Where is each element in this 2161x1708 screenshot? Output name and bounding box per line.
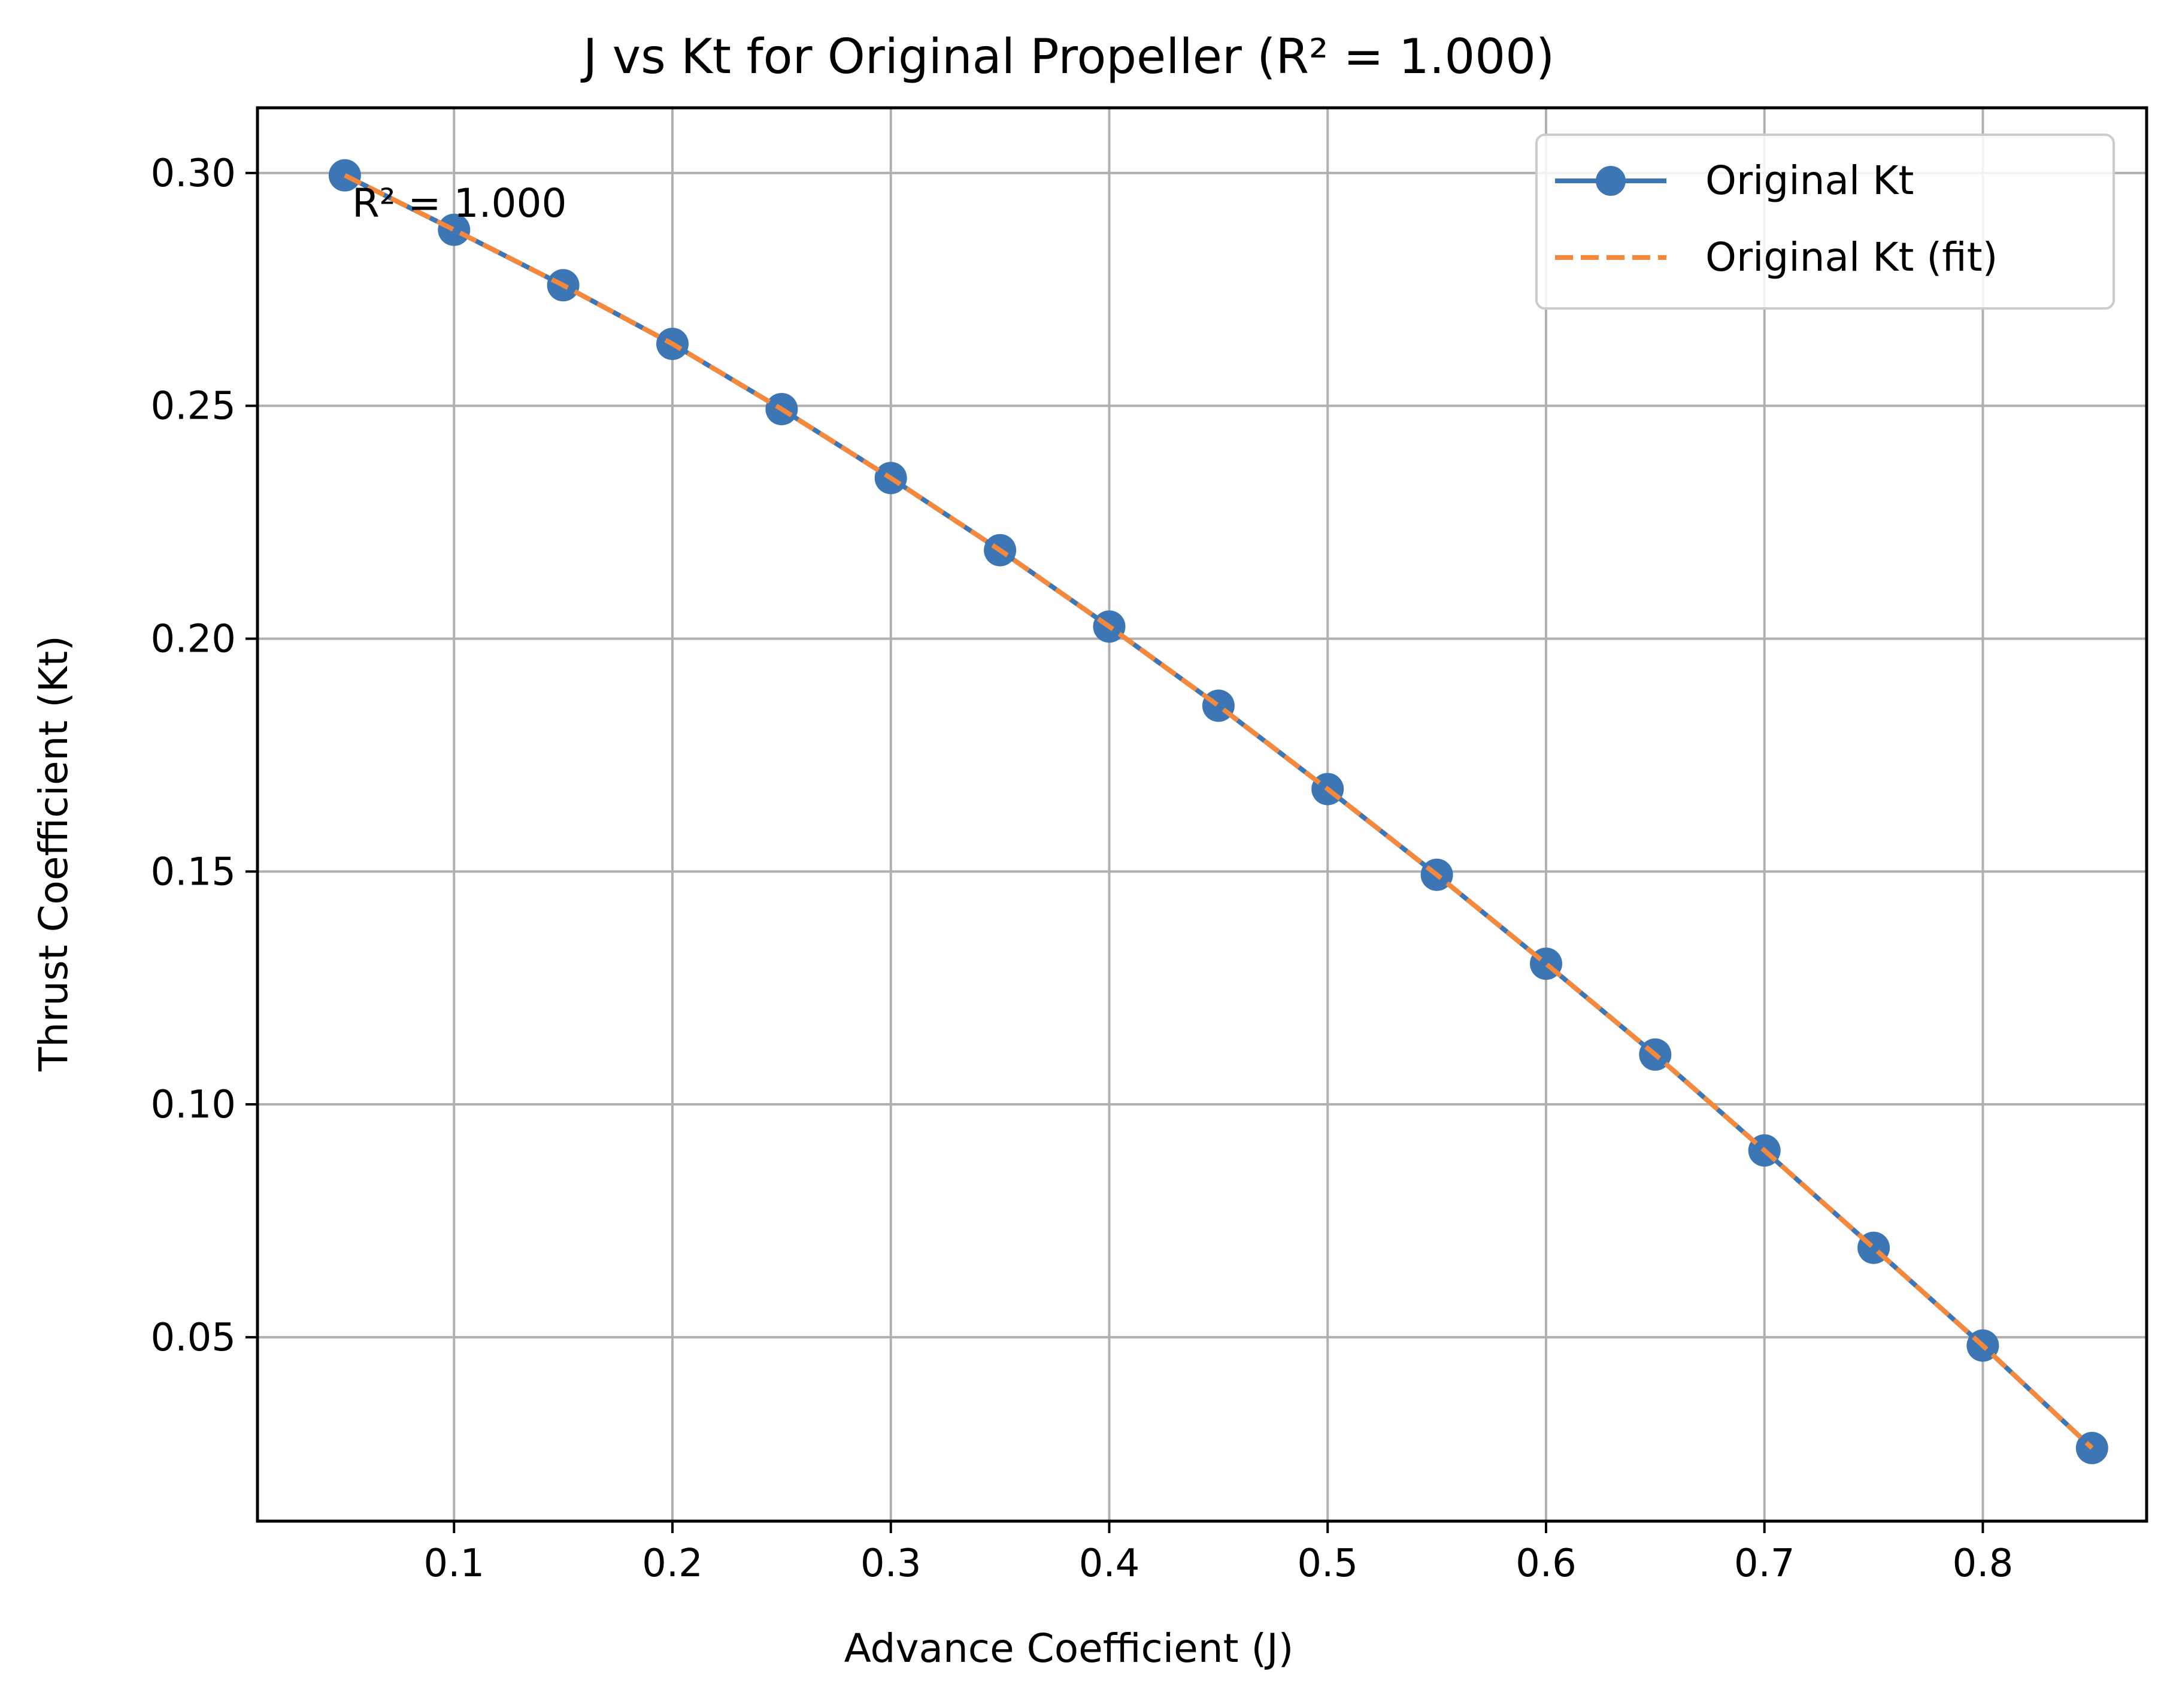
series-layer <box>328 159 2108 1464</box>
x-tick-label: 0.4 <box>1079 1542 1140 1586</box>
x-tick-label: 0.2 <box>642 1542 703 1586</box>
series-line-original-kt-fit <box>344 173 2094 1450</box>
y-axis-ticks: 0.05 0.10 0.15 0.20 0.25 0.30 <box>151 152 257 1360</box>
legend-label-original-kt-fit: Original Kt (fit) <box>1705 234 1998 280</box>
y-axis-label: Thrust Coefficient (Kt) <box>31 635 77 1072</box>
x-tick-label: 0.3 <box>860 1542 922 1586</box>
y-tick-label: 0.10 <box>151 1083 237 1127</box>
axes-frame <box>256 106 2148 1523</box>
y-tick-label: 0.05 <box>151 1316 237 1360</box>
y-tick-label: 0.15 <box>151 850 237 894</box>
x-axis-label: Advance Coefficient (J) <box>844 1625 1294 1671</box>
legend-label-original-kt: Original Kt <box>1705 158 1914 204</box>
legend: Original Kt Original Kt (fit) <box>1535 134 2115 310</box>
x-axis-ticks: 0.1 0.2 0.3 0.4 0.5 0.6 0.7 0.8 <box>423 1521 2013 1586</box>
data-point-original-kt <box>438 213 471 246</box>
legend-marker-original-kt <box>1596 166 1626 196</box>
x-tick-label: 0.1 <box>423 1542 484 1586</box>
x-tick-label: 0.8 <box>1953 1542 2014 1586</box>
y-tick-label: 0.30 <box>151 152 237 196</box>
legend-box <box>1535 134 2115 310</box>
y-tick-label: 0.20 <box>151 617 237 661</box>
chart-title: J vs Kt for Original Propeller (R² = 1.0… <box>580 29 1555 84</box>
x-tick-label: 0.7 <box>1734 1542 1795 1586</box>
y-tick-label: 0.25 <box>151 384 237 429</box>
x-tick-label: 0.6 <box>1516 1542 1577 1586</box>
grid <box>257 108 2147 1521</box>
r-squared-annotation: R² = 1.000 <box>352 180 567 226</box>
x-tick-label: 0.5 <box>1297 1542 1358 1586</box>
